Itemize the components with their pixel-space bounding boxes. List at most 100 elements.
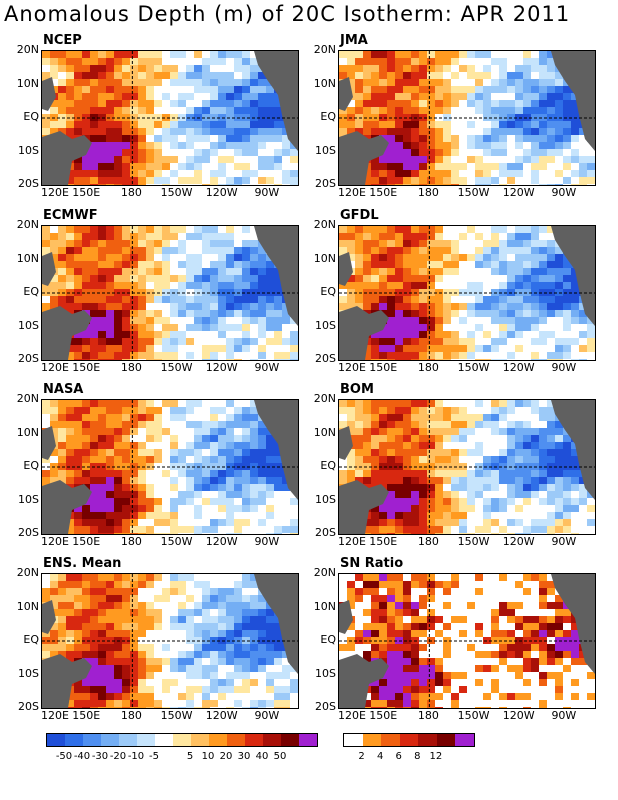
field-cell	[411, 282, 420, 290]
field-cell	[371, 226, 380, 234]
field-cell	[218, 449, 227, 457]
field-cell	[218, 72, 227, 80]
map-panel-jma	[338, 50, 596, 186]
field-cell	[170, 261, 179, 269]
field-cell	[202, 686, 211, 694]
field-cell	[395, 533, 404, 534]
field-cell	[210, 679, 219, 687]
field-cell	[146, 352, 155, 360]
field-cell	[467, 254, 476, 262]
field-cell	[419, 170, 428, 178]
field-cell	[218, 491, 227, 499]
field-cell	[363, 79, 372, 87]
field-cell	[427, 428, 436, 436]
field-cell	[571, 331, 580, 339]
field-cell	[210, 574, 219, 582]
field-cell	[194, 156, 203, 164]
field-cell	[106, 679, 115, 687]
field-cell	[539, 512, 548, 520]
field-cell	[419, 644, 428, 652]
field-cell	[242, 512, 251, 520]
x-tick-label: 150E	[369, 535, 398, 548]
field-cell	[355, 421, 364, 429]
field-cell	[443, 324, 452, 332]
field-cell	[403, 491, 412, 499]
land-americas	[551, 51, 595, 151]
field-cell	[162, 700, 171, 708]
field-cell	[379, 331, 388, 339]
field-cell	[403, 449, 412, 457]
field-cell	[234, 581, 243, 589]
field-cell	[435, 407, 444, 415]
field-cell	[443, 184, 452, 185]
field-cell	[411, 651, 420, 659]
field-cell	[347, 470, 356, 478]
field-cell	[146, 700, 155, 708]
field-cell	[234, 296, 243, 304]
field-cell	[435, 121, 444, 129]
field-cell	[403, 58, 412, 66]
field-cell	[523, 449, 532, 457]
field-cell	[547, 533, 556, 534]
field-cell	[363, 602, 372, 610]
field-cell	[523, 128, 532, 136]
field-cell	[523, 477, 532, 485]
field-cell	[50, 644, 59, 652]
field-cell	[234, 609, 243, 617]
field-cell	[563, 163, 572, 171]
field-cell	[451, 86, 460, 94]
field-cell	[274, 310, 283, 318]
field-cell	[194, 142, 203, 150]
field-cell	[387, 581, 396, 589]
field-cell	[547, 595, 556, 603]
field-cell	[218, 442, 227, 450]
field-cell	[242, 442, 251, 450]
field-cell	[130, 156, 139, 164]
field-cell	[146, 317, 155, 325]
map-field	[339, 226, 595, 360]
field-cell	[555, 317, 564, 325]
field-cell	[515, 268, 524, 276]
field-cell	[419, 456, 428, 464]
field-cell	[290, 679, 298, 687]
field-cell	[411, 184, 420, 185]
field-cell	[74, 686, 83, 694]
field-cell	[371, 623, 380, 631]
field-cell	[435, 484, 444, 492]
field-cell	[427, 359, 436, 360]
field-cell	[98, 519, 107, 527]
field-cell	[355, 303, 364, 311]
field-cell	[395, 142, 404, 150]
field-cell	[443, 623, 452, 631]
field-cell	[563, 100, 572, 108]
land-australasia	[339, 480, 389, 534]
field-cell	[467, 533, 476, 534]
field-cell	[66, 114, 75, 122]
field-cell	[146, 588, 155, 596]
field-cell	[74, 435, 83, 443]
field-cell	[90, 86, 99, 94]
field-cell	[242, 79, 251, 87]
field-cell	[250, 484, 259, 492]
field-cell	[451, 282, 460, 290]
field-cell	[106, 268, 115, 276]
field-cell	[90, 163, 99, 171]
field-cell	[443, 533, 452, 534]
field-cell	[106, 588, 115, 596]
field-cell	[483, 303, 492, 311]
field-cell	[435, 58, 444, 66]
field-cell	[194, 93, 203, 101]
field-cell	[58, 303, 67, 311]
field-cell	[515, 331, 524, 339]
field-cell	[274, 623, 283, 631]
field-cell	[587, 324, 595, 332]
field-cell	[411, 533, 420, 534]
field-cell	[507, 156, 516, 164]
field-cell	[154, 303, 163, 311]
field-cell	[90, 526, 99, 534]
field-cell	[531, 86, 540, 94]
field-cell	[114, 58, 123, 66]
field-cell	[50, 588, 59, 596]
field-cell	[539, 65, 548, 73]
field-cell	[186, 317, 195, 325]
